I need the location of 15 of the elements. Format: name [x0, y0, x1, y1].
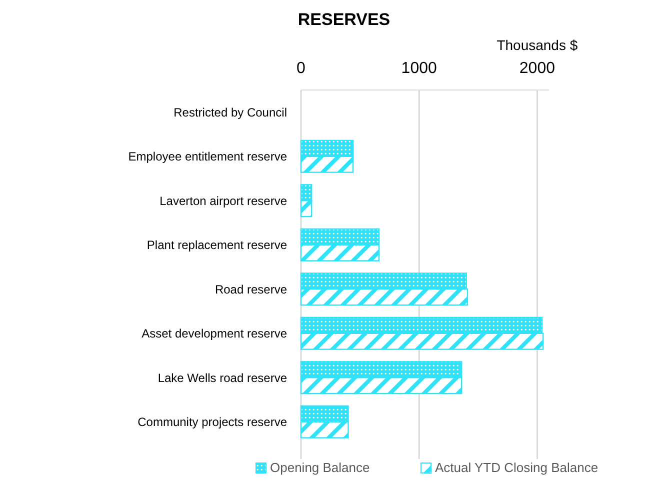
y-tick-label: Community projects reserve — [138, 415, 288, 430]
y-tick-label: Lake Wells road reserve — [158, 370, 288, 385]
x-axis-title: Thousands $ — [496, 37, 578, 53]
y-tick-label: Road reserve — [214, 282, 288, 296]
chart-title: RESERVES — [298, 10, 390, 29]
y-tick-label: Employee entitlement reserve — [128, 150, 288, 164]
y-tick-label: Restricted by Council — [174, 105, 287, 120]
x-tick-label: 0 — [296, 60, 306, 77]
legend-label: Opening Balance — [270, 460, 370, 475]
x-tick-label: 1000 — [401, 60, 437, 77]
legend-label: Actual YTD Closing Balance — [435, 460, 598, 475]
x-tick-label: 2000 — [519, 60, 556, 77]
y-tick-label: Asset development reserve — [142, 326, 288, 341]
y-tick-label: Laverton airport reserve — [160, 194, 288, 208]
y-tick-label: Plant replacement reserve — [146, 238, 288, 252]
